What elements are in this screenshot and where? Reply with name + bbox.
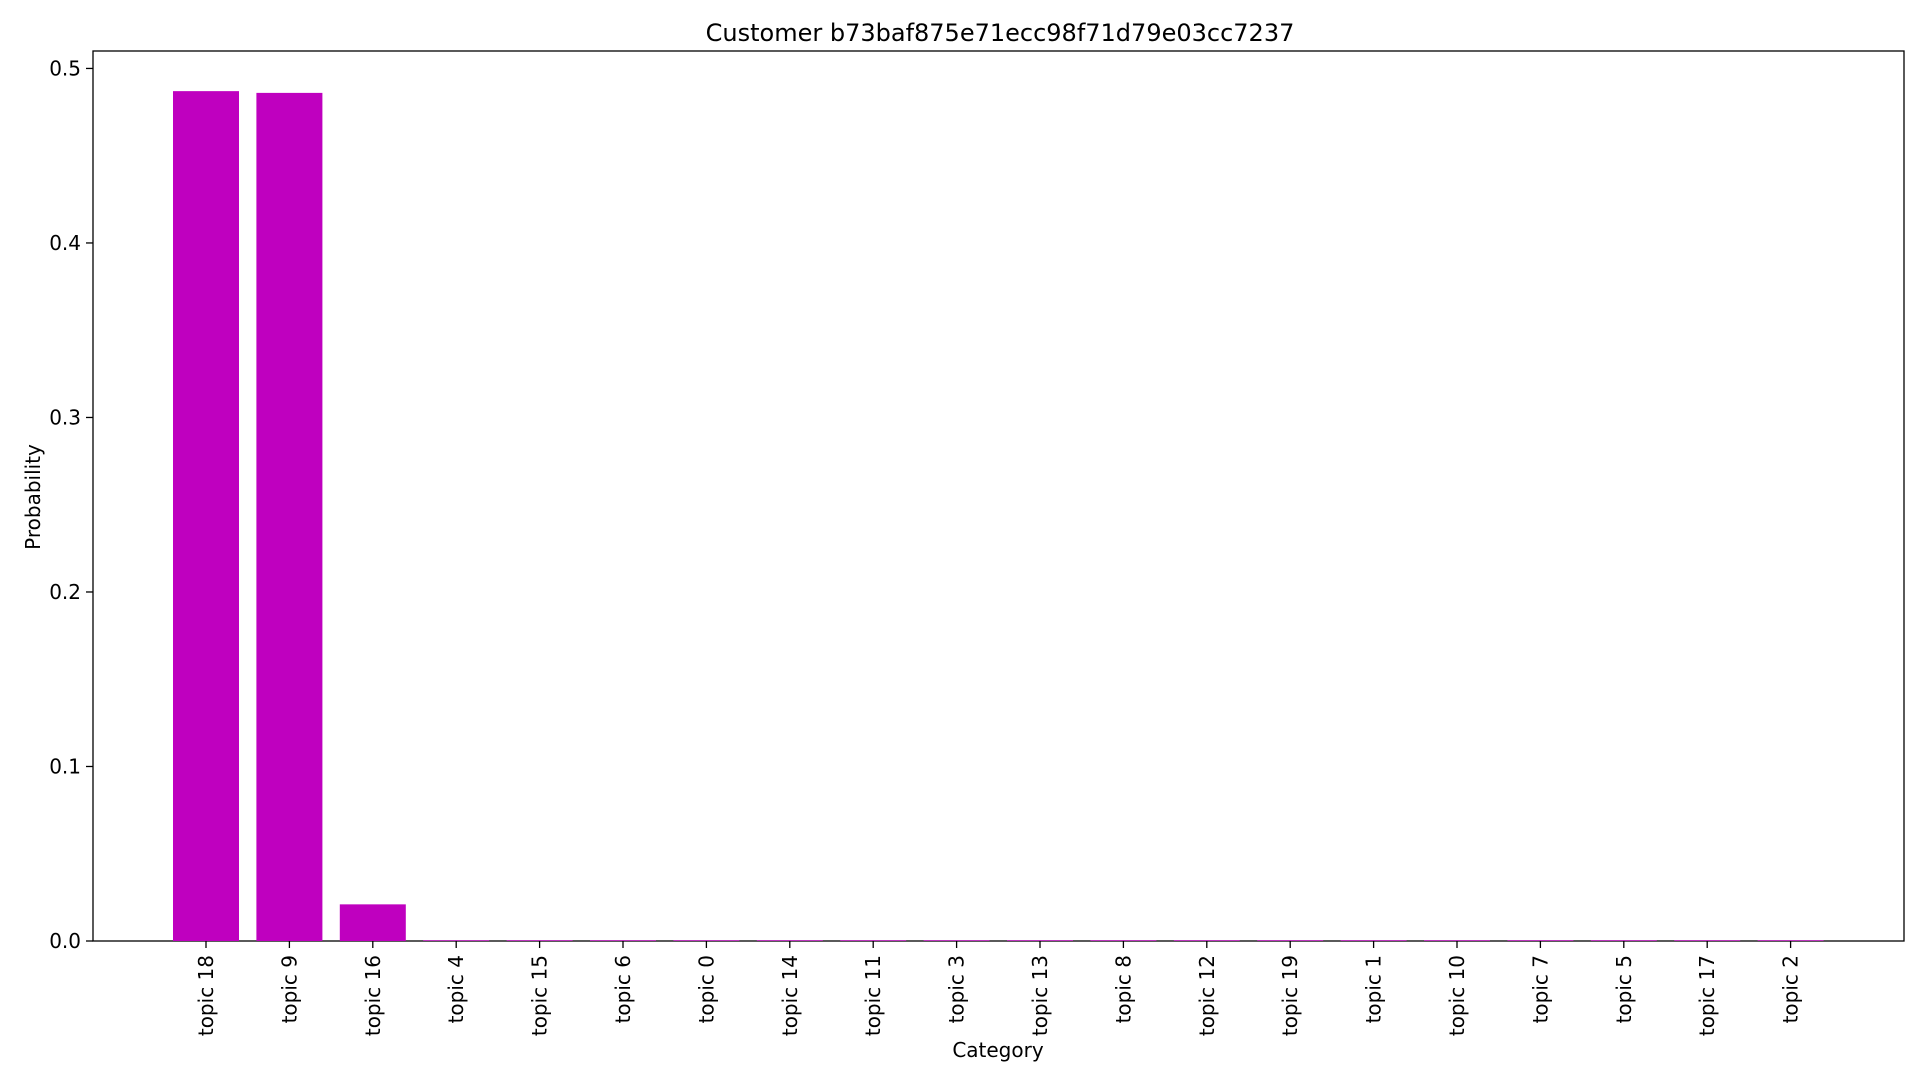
x-tick-label: topic 3 <box>945 955 969 1023</box>
x-tick-label: topic 2 <box>1779 955 1803 1023</box>
bar <box>756 940 823 941</box>
x-tick-label: topic 4 <box>444 955 468 1023</box>
bar <box>256 92 323 942</box>
x-tick-label: topic 0 <box>694 955 718 1023</box>
y-tick-label: 0.3 <box>49 405 81 429</box>
bar <box>1674 940 1741 941</box>
y-tick-label: 0.1 <box>49 754 81 778</box>
y-axis-label: Probability <box>21 444 45 550</box>
x-tick-label: topic 15 <box>528 955 552 1036</box>
bar <box>423 940 490 941</box>
bar <box>1173 940 1240 941</box>
x-tick-label: topic 9 <box>277 955 301 1023</box>
bar <box>1757 940 1824 941</box>
x-tick-label: topic 11 <box>861 955 885 1036</box>
x-axis: topic 18 topic 9 topic 16 topic 4 topic 15 to… <box>194 941 1803 1036</box>
bar-series <box>173 91 1824 942</box>
x-tick-label: topic 8 <box>1111 955 1135 1023</box>
bar <box>1007 940 1073 941</box>
bar <box>1424 940 1490 941</box>
x-tick-label: topic 19 <box>1278 955 1302 1036</box>
plot-area-frame <box>92 50 1905 942</box>
x-tick-label: topic 12 <box>1195 955 1219 1036</box>
x-tick-label: topic 5 <box>1612 955 1636 1023</box>
x-tick-label: topic 17 <box>1695 955 1719 1036</box>
x-tick-label: topic 18 <box>194 955 218 1036</box>
bar <box>1590 940 1657 941</box>
bar <box>923 940 990 941</box>
chart-title: Customer b73baf875e71ecc98f71d79e03cc723… <box>706 19 1295 47</box>
y-axis: 0.0 0.1 0.2 0.3 0.4 0.5 <box>49 56 93 953</box>
bar <box>1090 940 1157 941</box>
bar <box>1507 940 1574 941</box>
x-tick-label: topic 10 <box>1445 955 1469 1036</box>
bar <box>339 904 406 941</box>
x-tick-label: topic 13 <box>1028 955 1052 1036</box>
x-tick-label: topic 14 <box>778 955 802 1036</box>
bar <box>673 940 740 941</box>
bar <box>590 940 656 941</box>
bar <box>506 940 573 941</box>
x-tick-label: topic 1 <box>1362 955 1386 1023</box>
y-tick-label: 0.0 <box>49 929 81 953</box>
y-tick-label: 0.5 <box>49 56 81 80</box>
bar <box>173 91 239 941</box>
bar <box>1257 940 1324 941</box>
y-tick-label: 0.4 <box>49 231 81 255</box>
y-tick-label: 0.2 <box>49 580 81 604</box>
bar <box>840 940 907 941</box>
x-tick-label: topic 16 <box>361 955 385 1036</box>
bar <box>1340 940 1407 941</box>
x-tick-label: topic 6 <box>611 955 635 1023</box>
x-axis-label: Category <box>952 1038 1044 1062</box>
x-tick-label: topic 7 <box>1528 955 1552 1023</box>
